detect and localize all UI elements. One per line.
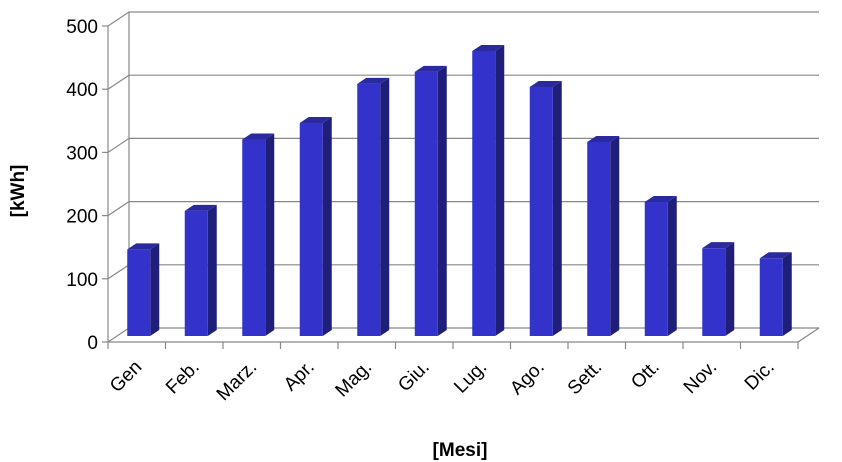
y-tick-labels: 0 100 200 300 400 500 (66, 17, 98, 354)
gridline (107, 137, 819, 153)
bar-front (127, 249, 151, 336)
x-axis-title: [Mesi] (433, 440, 488, 461)
bar-top (529, 80, 562, 87)
x-tick-label: Marz. (213, 357, 261, 405)
bar-side (495, 44, 505, 337)
x-tick-label: Gen (106, 357, 146, 397)
bar-front (587, 141, 611, 336)
bar-top (127, 243, 160, 250)
bar-top (587, 135, 620, 142)
y-tick-label: 500 (66, 17, 98, 38)
bar-front (702, 248, 726, 336)
bar-side (380, 77, 390, 336)
bar (414, 65, 447, 336)
bar-top (644, 196, 677, 203)
x-tick-label: Mag. (332, 357, 377, 402)
x-tick-labels: Gen Feb. Marz. Apr. Mag. Giu. Lug. Ago. Sett. Ott… (106, 357, 779, 405)
bar-side (610, 135, 620, 336)
bar (357, 77, 390, 336)
bar-front (644, 202, 668, 336)
bar (759, 252, 792, 336)
bar (702, 242, 735, 336)
bar-top (759, 252, 792, 259)
bar-side (725, 242, 735, 336)
x-tick-label: Ago. (506, 357, 548, 399)
y-axis-title: [kWh] (8, 165, 29, 218)
bar-top (299, 117, 332, 124)
bar-front (357, 83, 381, 336)
bar-side (782, 252, 792, 336)
x-tick-label: Lug. (450, 357, 491, 398)
bar-front (529, 86, 553, 336)
bar (529, 80, 562, 336)
x-tick-label: Giu. (394, 357, 433, 396)
bar-front (414, 71, 438, 336)
bar-side (265, 133, 275, 336)
bar-side (322, 117, 332, 337)
bar-side (207, 204, 217, 336)
y-tick-label: 0 (87, 333, 98, 354)
bar-side (150, 243, 160, 336)
bar-top (414, 65, 447, 72)
bar-side (667, 196, 677, 336)
gridline (107, 11, 819, 27)
x-tick-label: Feb. (162, 357, 204, 399)
x-tick-label: Sett. (564, 357, 606, 399)
bar (184, 204, 217, 336)
gridline (107, 74, 819, 90)
bar (299, 117, 332, 337)
y-tick-label: 100 (66, 270, 98, 291)
bar (242, 133, 275, 336)
bar-front (299, 123, 323, 337)
x-tick-label: Dic. (741, 357, 779, 395)
bar-front (184, 210, 208, 336)
bar (472, 44, 505, 337)
x-tick-label: Nov. (680, 357, 721, 398)
y-tick-label: 300 (66, 143, 98, 164)
bar-top (357, 77, 390, 84)
bar (644, 196, 677, 336)
bar (587, 135, 620, 336)
x-tick-label: Apr. (280, 357, 319, 396)
bar-top (242, 133, 275, 140)
bar (127, 243, 160, 336)
bar-side (552, 80, 562, 336)
bar-front (472, 50, 496, 337)
bar-side (437, 65, 447, 336)
bar-front (242, 139, 266, 336)
bar-top (702, 242, 735, 249)
bar-top (472, 44, 505, 51)
y-tick-label: 400 (66, 80, 98, 101)
x-tick-label: Ott. (627, 357, 664, 394)
bar-top (184, 204, 217, 211)
y-tick-label: 200 (66, 207, 98, 228)
bar-front (759, 258, 783, 336)
bars (127, 44, 792, 337)
